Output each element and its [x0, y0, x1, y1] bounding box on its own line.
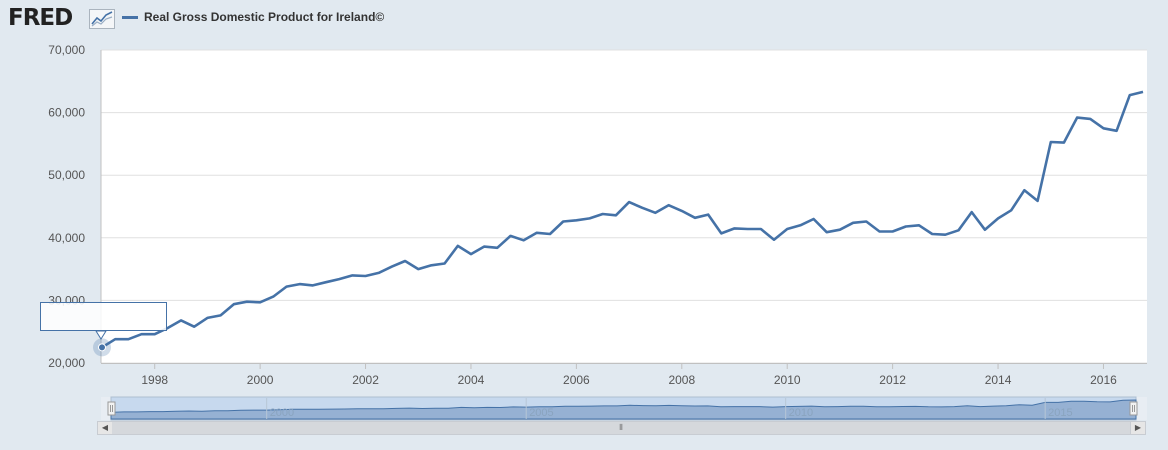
x-tick-label: 2000 — [247, 373, 274, 387]
x-tick-label: 2016 — [1090, 373, 1117, 387]
x-tick-label: 2014 — [985, 373, 1012, 387]
series-line[interactable] — [101, 90, 1144, 349]
legend-line-icon — [122, 15, 138, 19]
x-tick-label: 2002 — [352, 373, 379, 387]
x-tick-label: 2008 — [668, 373, 695, 387]
data-point-marker[interactable] — [98, 343, 106, 352]
legend-label: Real Gross Domestic Product for Ireland© — [144, 10, 385, 24]
navigator-tick-label: 2005 — [529, 407, 553, 419]
navigator-scrollbar[interactable]: ◀ ⦀ ▶ — [97, 421, 1146, 435]
navigator-right-handle[interactable] — [1129, 401, 1138, 416]
navigator-left-handle[interactable] — [107, 401, 116, 416]
navigator-tick-label: 2015 — [1048, 407, 1072, 419]
navigator-series-area — [110, 399, 1137, 420]
scroll-right-arrow-icon[interactable]: ▶ — [1130, 422, 1145, 434]
x-axis: 1998 2000 2002 2004 2006 2008 2010 2012 2014 2016 — [101, 363, 1147, 387]
chart-header: FRED Real Gross Domestic Product for Ire… — [0, 0, 1168, 40]
y-tick-label: 20,000 — [48, 356, 85, 370]
scrollbar-thumb[interactable]: ⦀ — [112, 422, 1131, 434]
navigator-tick-label: 2000 — [270, 407, 294, 419]
hover-marker — [93, 330, 111, 357]
y-tick-label: 40,000 — [48, 231, 85, 245]
x-tick-label: 2012 — [879, 373, 906, 387]
tooltip — [40, 302, 167, 331]
tooltip-pointer — [95, 330, 107, 340]
navigator-tick-label: 2010 — [789, 407, 813, 419]
fred-logo[interactable]: FRED — [8, 5, 73, 31]
y-tick-label: 70,000 — [48, 43, 85, 57]
chart-legend[interactable]: Real Gross Domestic Product for Ireland© — [122, 10, 384, 24]
x-tick-label: 2006 — [563, 373, 590, 387]
fred-logo-graph-icon — [89, 9, 115, 29]
y-tick-label: 60,000 — [48, 106, 85, 120]
scroll-left-arrow-icon[interactable]: ◀ — [98, 422, 113, 434]
x-tick-label: 2004 — [458, 373, 485, 387]
y-tick-label: 50,000 — [48, 168, 85, 182]
x-tick-label: 1998 — [141, 373, 168, 387]
x-tick-label: 2010 — [774, 373, 801, 387]
navigator-axis-labels: 2000 2005 2010 2015 — [266, 398, 1073, 419]
